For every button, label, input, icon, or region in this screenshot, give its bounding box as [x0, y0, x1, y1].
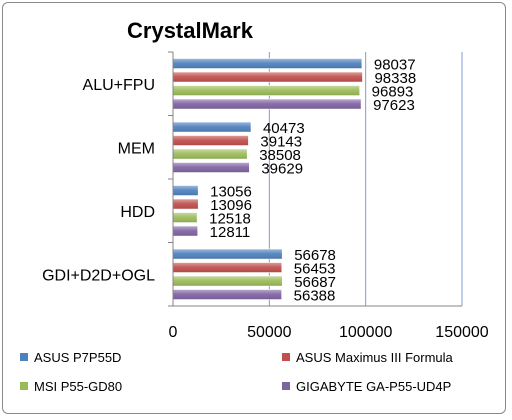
- bar-sheen: [173, 249, 283, 259]
- category-label: MEM: [118, 140, 155, 157]
- legend-swatch: [282, 382, 290, 390]
- category-label: GDI+D2D+OGL: [42, 267, 155, 284]
- bar-sheen: [173, 72, 363, 82]
- x-tick-label: 150000: [435, 324, 488, 341]
- x-tick-label: 50000: [247, 324, 292, 341]
- legend-entry: ASUS Maximus III Formula: [296, 350, 454, 365]
- x-tick-label: 100000: [339, 324, 392, 341]
- data-label: 56453: [294, 261, 336, 278]
- bars: [172, 58, 363, 300]
- legend-swatch: [20, 353, 28, 361]
- bar-sheen: [173, 135, 249, 146]
- bar-sheen: [173, 199, 199, 209]
- legend-entry: MSI P55-GD80: [34, 379, 122, 394]
- bar-sheen: [173, 262, 282, 273]
- legend-swatch: [20, 382, 28, 390]
- data-label: 56678: [294, 247, 336, 264]
- data-label: 56687: [294, 274, 336, 291]
- data-label: 13056: [210, 184, 252, 201]
- bar-sheen: [173, 289, 282, 300]
- chart-title: CrystalMark: [127, 18, 254, 43]
- bar-sheen: [173, 85, 360, 96]
- data-label: 12811: [210, 224, 251, 241]
- data-label: 97623: [373, 97, 415, 114]
- bar-sheen: [173, 212, 198, 223]
- chart-frame: [2, 2, 506, 414]
- legend: ASUS P7P55D ASUS Maximus III Formula MSI P…: [20, 350, 454, 394]
- bar-sheen: [173, 185, 199, 196]
- legend-entry: ASUS P7P55D: [34, 350, 121, 365]
- data-label: 40473: [263, 120, 305, 137]
- data-label: 56388: [294, 288, 336, 305]
- x-tick-label: 0: [169, 324, 178, 341]
- bar-sheen: [173, 122, 251, 132]
- bar-sheen: [173, 58, 362, 69]
- bar-sheen: [173, 276, 283, 286]
- data-label: 13096: [210, 197, 252, 214]
- category-label: HDD: [120, 204, 155, 221]
- legend-entry: GIGABYTE GA-P55-UD4P: [296, 379, 451, 394]
- data-label: 98037: [374, 57, 416, 74]
- bar-sheen: [173, 99, 362, 109]
- data-label: 38508: [259, 147, 301, 164]
- data-label: 39143: [260, 134, 302, 151]
- bar-sheen: [173, 162, 250, 173]
- data-label: 39629: [261, 161, 303, 178]
- axes: 0 50000 100000 150000 ALU+FPU MEM HDD GDI+D2D+O…: [42, 51, 489, 341]
- category-label: ALU+FPU: [83, 77, 155, 94]
- data-label: 12518: [209, 211, 251, 228]
- data-label: 98338: [374, 70, 416, 87]
- legend-swatch: [282, 353, 290, 361]
- data-label: 96893: [372, 84, 414, 101]
- bar-sheen: [173, 226, 198, 236]
- bar-sheen: [173, 149, 248, 159]
